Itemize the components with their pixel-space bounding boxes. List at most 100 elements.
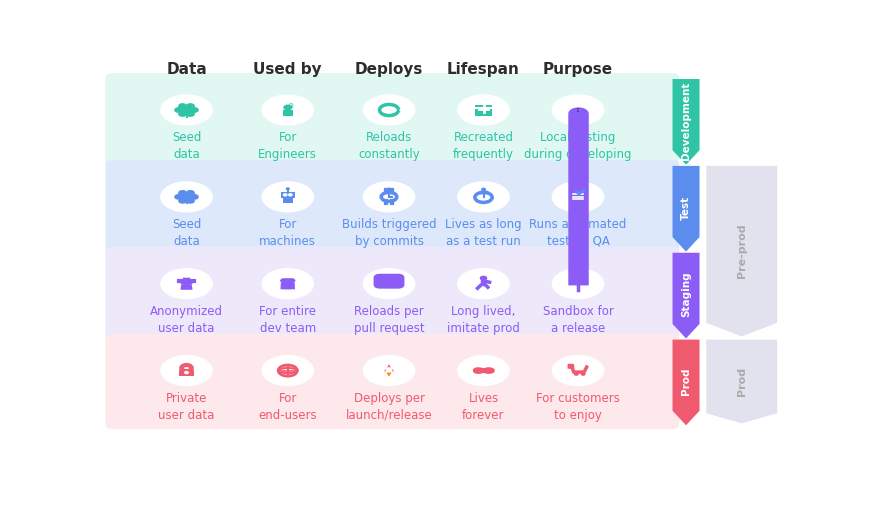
Circle shape [186, 112, 194, 116]
Circle shape [262, 95, 314, 125]
Circle shape [552, 356, 604, 385]
Text: Staging: Staging [681, 272, 691, 317]
Circle shape [179, 199, 186, 203]
Circle shape [179, 112, 186, 116]
Text: Private
user data: Private user data [159, 391, 214, 422]
Text: Builds triggered
by commits: Builds triggered by commits [341, 218, 436, 248]
Circle shape [191, 108, 198, 112]
Circle shape [161, 356, 213, 385]
Text: For
Engineers: For Engineers [259, 131, 317, 161]
Circle shape [183, 108, 190, 112]
Polygon shape [282, 198, 293, 203]
Circle shape [552, 269, 604, 298]
Circle shape [552, 95, 604, 125]
Text: Recreated
frequently: Recreated frequently [453, 131, 514, 161]
Text: Used by: Used by [253, 62, 322, 77]
Text: Long lived,
imitate prod: Long lived, imitate prod [447, 305, 520, 335]
Circle shape [363, 95, 415, 125]
Circle shape [388, 188, 391, 190]
Circle shape [182, 279, 191, 284]
Text: Lives as long
as a test run: Lives as long as a test run [445, 218, 522, 248]
Circle shape [481, 276, 487, 280]
Circle shape [161, 182, 213, 212]
Polygon shape [672, 340, 699, 425]
Text: Data: Data [166, 62, 207, 77]
Polygon shape [672, 166, 699, 251]
Circle shape [186, 199, 194, 203]
Text: Deploys per
launch/release: Deploys per launch/release [346, 391, 432, 422]
Polygon shape [570, 192, 587, 203]
Circle shape [284, 105, 292, 110]
FancyBboxPatch shape [105, 160, 679, 256]
FancyBboxPatch shape [105, 73, 679, 169]
Polygon shape [381, 285, 388, 288]
Circle shape [191, 195, 198, 199]
Circle shape [288, 279, 294, 283]
Polygon shape [280, 283, 287, 289]
Text: ⚙: ⚙ [287, 103, 294, 109]
Polygon shape [186, 113, 191, 115]
Text: For
end-users: For end-users [259, 391, 317, 422]
Text: Sandbox for
a release: Sandbox for a release [543, 305, 613, 335]
Circle shape [482, 188, 485, 190]
FancyBboxPatch shape [105, 247, 679, 342]
Circle shape [363, 182, 415, 212]
Polygon shape [706, 166, 777, 336]
Circle shape [288, 194, 292, 196]
Polygon shape [179, 370, 194, 376]
Polygon shape [186, 200, 191, 202]
Text: Lives
forever: Lives forever [463, 391, 505, 422]
Circle shape [363, 356, 415, 385]
FancyBboxPatch shape [374, 274, 404, 289]
Circle shape [183, 195, 190, 199]
Circle shape [175, 195, 183, 199]
Circle shape [161, 269, 213, 298]
Circle shape [387, 368, 391, 370]
Circle shape [186, 191, 194, 195]
FancyBboxPatch shape [105, 334, 679, 429]
Text: Reloads
constantly: Reloads constantly [358, 131, 420, 161]
Text: Pre-prod: Pre-prod [737, 224, 746, 278]
Circle shape [283, 194, 287, 196]
Polygon shape [280, 192, 294, 198]
Text: Local testing
during developing: Local testing during developing [524, 131, 631, 161]
Circle shape [458, 356, 510, 385]
Circle shape [363, 269, 415, 298]
Text: Reloads per
pull request: Reloads per pull request [354, 305, 424, 335]
Polygon shape [282, 110, 293, 115]
Polygon shape [182, 277, 191, 281]
Circle shape [582, 373, 585, 375]
Polygon shape [475, 105, 492, 115]
Polygon shape [385, 364, 394, 373]
Circle shape [285, 279, 291, 283]
Polygon shape [706, 340, 777, 423]
Text: Development: Development [681, 82, 691, 160]
Circle shape [287, 188, 289, 190]
Text: For customers
to enjoy: For customers to enjoy [536, 391, 620, 422]
Text: Deploys: Deploys [354, 62, 423, 77]
Circle shape [280, 279, 287, 283]
Circle shape [262, 182, 314, 212]
Polygon shape [387, 373, 392, 377]
Text: Lifespan: Lifespan [447, 62, 520, 77]
Text: Seed
data: Seed data [172, 131, 201, 161]
Circle shape [552, 182, 604, 212]
Circle shape [458, 269, 510, 298]
Text: 🔧: 🔧 [577, 108, 579, 112]
Circle shape [186, 104, 194, 108]
Text: Prod: Prod [737, 367, 746, 396]
Polygon shape [288, 283, 295, 289]
Polygon shape [284, 283, 291, 289]
Text: Test: Test [681, 196, 691, 220]
Polygon shape [672, 253, 699, 338]
Circle shape [175, 108, 183, 112]
Circle shape [262, 269, 314, 298]
Text: Runs automated
tests & QA: Runs automated tests & QA [530, 218, 627, 248]
Text: For entire
dev team: For entire dev team [260, 305, 316, 335]
Circle shape [179, 191, 186, 195]
Polygon shape [672, 79, 699, 165]
Circle shape [179, 104, 186, 108]
Text: Seed
data: Seed data [172, 218, 201, 248]
Text: Purpose: Purpose [543, 62, 613, 77]
Circle shape [575, 373, 578, 375]
